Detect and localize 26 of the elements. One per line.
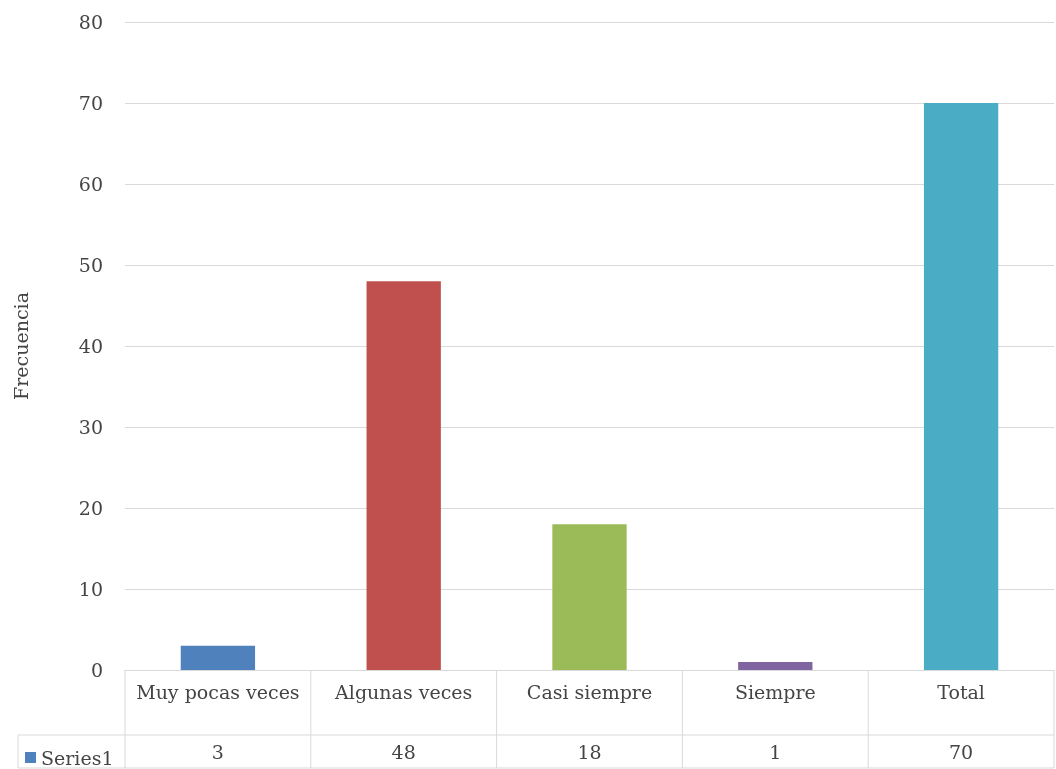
bar [180, 645, 256, 670]
x-tick-label: Algunas veces [334, 680, 473, 703]
x-tick-label: Casi siempre [526, 680, 653, 703]
x-tick-label: Total [937, 680, 985, 703]
data-label: 48 [391, 740, 416, 763]
y-tick-label: 10 [78, 578, 103, 600]
legend-label: Series1 [41, 746, 114, 769]
data-label: 3 [211, 740, 224, 763]
y-tick-label: 20 [78, 497, 103, 519]
data-label: 18 [577, 740, 602, 763]
bar [552, 524, 627, 670]
bar [366, 281, 441, 670]
y-tick-label: 70 [78, 92, 103, 114]
y-tick-label: 30 [78, 416, 103, 438]
y-tick-label: 0 [90, 659, 103, 681]
y-axis-title: Frecuencia [9, 292, 32, 400]
data-label: 70 [949, 740, 974, 763]
data-label: 1 [769, 740, 782, 763]
y-tick-label: 50 [78, 254, 103, 276]
x-tick-label: Muy pocas veces [136, 680, 300, 703]
y-tick-label: 80 [78, 11, 103, 33]
bar [738, 661, 813, 670]
bar [923, 103, 999, 670]
x-tick-label: Siempre [734, 680, 816, 703]
y-tick-label: 40 [78, 335, 103, 357]
y-tick-label: 60 [78, 173, 103, 195]
